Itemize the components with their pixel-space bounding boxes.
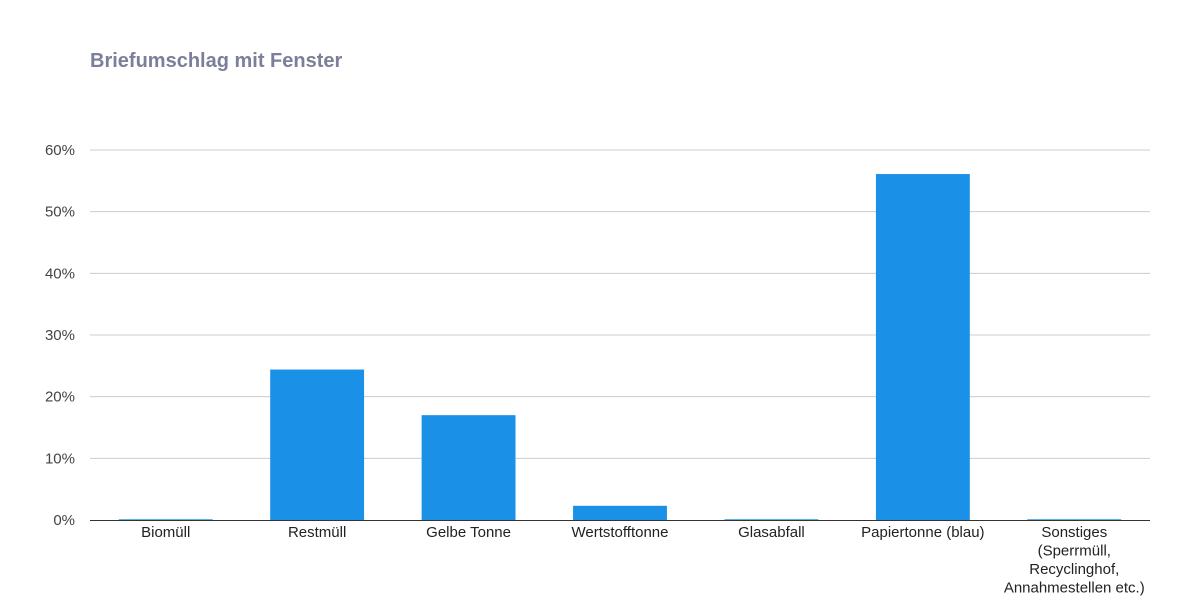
x-category-label: Sonstiges (Sperrmüll, Recyclinghof, Annahme…	[1004, 524, 1145, 597]
y-tick-label: 10%	[45, 450, 75, 467]
chart-title: Briefumschlag mit Fenster	[90, 50, 343, 72]
x-category-label: Glasabfall	[738, 524, 805, 541]
bars	[118, 174, 1122, 521]
x-category-label: Restmüll	[288, 524, 346, 541]
x-axis-category-labels: Biomüll Restmüll Gelbe Tonne Wertstofftonne…	[141, 524, 1145, 597]
y-tick-label: 40%	[45, 265, 75, 282]
gridlines	[90, 149, 1150, 459]
y-tick-label: 30%	[45, 327, 75, 344]
y-tick-label: 60%	[45, 142, 75, 159]
y-tick-label: 50%	[45, 204, 75, 221]
bar	[421, 415, 516, 520]
y-tick-label: 20%	[45, 389, 75, 406]
bar	[573, 505, 667, 520]
y-axis-tick-labels: 0% 10% 20% 30% 40% 50% 60%	[45, 142, 75, 529]
x-category-label: Gelbe Tonne	[426, 524, 511, 541]
x-category-label: Biomüll	[141, 524, 190, 541]
bar	[875, 174, 970, 521]
bar	[270, 369, 365, 520]
x-category-label: Wertstofftonne	[571, 524, 668, 541]
y-tick-label: 0%	[53, 512, 75, 529]
x-category-label: Papiertonne (blau)	[861, 524, 984, 541]
